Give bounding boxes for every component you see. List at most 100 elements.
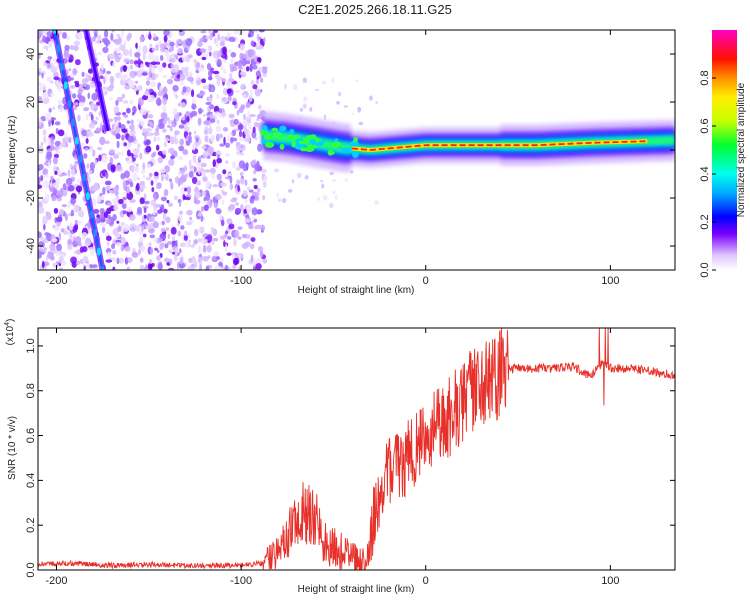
noise-speckle	[169, 126, 173, 132]
noise-speckle	[50, 175, 54, 182]
noise-speckle	[201, 56, 207, 61]
noise-speckle	[124, 223, 130, 232]
noise-speckle	[321, 183, 325, 189]
noise-speckle	[252, 64, 258, 70]
noise-speckle	[163, 141, 168, 148]
noise-speckle	[213, 251, 220, 257]
y-tick-label: 0.8	[25, 383, 37, 398]
noise-speckle	[68, 58, 73, 63]
noise-speckle	[245, 162, 249, 168]
noise-speckle	[124, 84, 131, 90]
noise-speckle	[254, 88, 261, 97]
noise-speckle	[273, 168, 279, 173]
noise-speckle	[233, 30, 240, 35]
noise-speckle	[197, 256, 203, 265]
noise-speckle	[204, 135, 209, 143]
noise-speckle	[160, 112, 168, 119]
noise-speckle	[105, 172, 109, 179]
noise-speckle	[115, 242, 123, 247]
noise-speckle	[299, 107, 303, 112]
noise-speckle	[126, 107, 131, 114]
noise-speckle	[254, 192, 260, 197]
noise-speckle	[68, 77, 75, 81]
noise-speckle	[155, 44, 159, 51]
noise-speckle	[153, 135, 157, 143]
noise-speckle	[142, 127, 146, 133]
noise-speckle	[87, 92, 91, 100]
noise-speckle	[105, 235, 112, 242]
noise-speckle	[148, 33, 152, 40]
noise-speckle	[229, 120, 233, 124]
noise-speckle	[144, 90, 150, 97]
noise-speckle	[171, 236, 176, 241]
snr-point	[425, 439, 426, 440]
noise-speckle	[55, 216, 63, 223]
noise-speckle	[152, 57, 160, 61]
snr-point	[111, 565, 112, 566]
noise-speckle	[149, 63, 153, 72]
noise-speckle	[127, 32, 133, 39]
noise-speckle	[261, 168, 267, 174]
noise-speckle	[148, 172, 153, 177]
noise-speckle	[46, 151, 53, 160]
noise-speckle	[111, 243, 116, 250]
noise-speckle	[57, 31, 63, 35]
noise-speckle	[123, 40, 127, 46]
signal-track-band	[263, 131, 675, 153]
noise-speckle	[161, 242, 165, 248]
noise-speckle	[200, 90, 206, 96]
noise-speckle	[98, 154, 102, 162]
noise-speckle	[253, 184, 258, 190]
noise-speckle	[50, 137, 54, 146]
noise-speckle	[49, 80, 54, 84]
noise-speckle	[249, 89, 253, 96]
noise-speckle	[78, 101, 85, 107]
noise-speckle	[85, 147, 88, 152]
noise-speckle	[157, 156, 164, 164]
diagonal-line-blob	[67, 99, 72, 108]
noise-speckle	[238, 266, 241, 270]
noise-speckle	[159, 43, 166, 49]
noise-speckle	[54, 170, 58, 175]
noise-speckle	[236, 109, 240, 116]
noise-speckle	[101, 154, 109, 163]
noise-speckle	[44, 247, 48, 251]
noise-speckle	[200, 206, 204, 212]
noise-speckle	[112, 214, 117, 221]
noise-speckle	[188, 131, 192, 136]
noise-speckle	[255, 263, 262, 270]
snr-point	[250, 564, 251, 565]
noise-speckle	[156, 136, 161, 142]
noise-speckle	[188, 257, 193, 263]
noise-speckle	[137, 85, 143, 91]
noise-speckle	[38, 54, 41, 59]
noise-speckle	[219, 41, 225, 47]
noise-speckle	[201, 190, 207, 196]
noise-speckle	[108, 149, 116, 155]
noise-speckle	[140, 184, 146, 190]
noise-speckle	[92, 149, 96, 157]
noise-speckle	[215, 150, 222, 158]
noise-speckle	[43, 135, 47, 144]
noise-speckle	[66, 185, 69, 191]
noise-speckle	[166, 199, 170, 204]
noise-speckle	[154, 73, 159, 79]
noise-speckle	[201, 169, 206, 178]
noise-speckle	[127, 66, 131, 73]
noise-speckle	[250, 237, 256, 243]
noise-speckle	[116, 220, 120, 224]
noise-speckle	[79, 246, 84, 254]
noise-speckle	[238, 152, 245, 156]
colorbar-tick-label: 0.6	[699, 118, 711, 133]
noise-speckle	[122, 65, 127, 73]
noise-speckle	[73, 164, 78, 168]
noise-speckle	[322, 195, 328, 201]
noise-speckle	[228, 113, 235, 119]
noise-speckle	[97, 147, 103, 151]
noise-speckle	[216, 173, 222, 181]
noise-speckle	[140, 224, 145, 232]
noise-speckle	[329, 202, 334, 209]
noise-speckle	[208, 96, 212, 104]
noise-speckle	[150, 199, 156, 207]
